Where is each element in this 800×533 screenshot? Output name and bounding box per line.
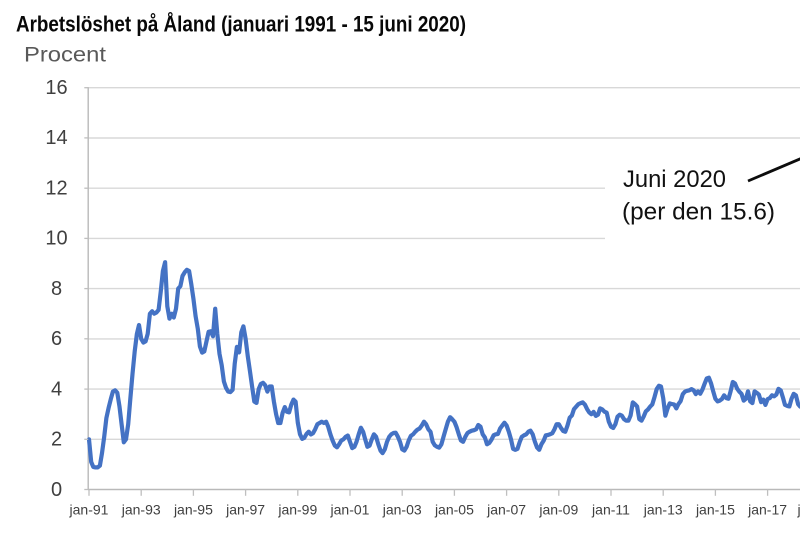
svg-text:14: 14 <box>45 127 67 149</box>
svg-text:jan-99: jan-99 <box>277 502 317 518</box>
svg-text:jan-15: jan-15 <box>695 502 735 518</box>
svg-text:jan-03: jan-03 <box>382 502 422 518</box>
svg-text:(per den 15.6): (per den 15.6) <box>622 199 775 226</box>
svg-text:jan-01: jan-01 <box>330 502 370 518</box>
svg-text:4: 4 <box>51 378 62 400</box>
svg-text:6: 6 <box>51 328 62 350</box>
svg-text:Juni 2020: Juni 2020 <box>623 166 726 193</box>
svg-text:0: 0 <box>51 479 62 501</box>
svg-text:Arbetslöshet på Åland (januari: Arbetslöshet på Åland (januari 1991 - 15… <box>16 11 466 37</box>
svg-text:jan-91: jan-91 <box>69 502 109 518</box>
svg-text:jan-11: jan-11 <box>591 502 630 518</box>
svg-text:Procent: Procent <box>24 43 106 67</box>
svg-text:jan-07: jan-07 <box>486 502 526 518</box>
svg-text:8: 8 <box>51 278 62 300</box>
svg-text:jan-17: jan-17 <box>747 502 787 518</box>
svg-text:jan-93: jan-93 <box>121 502 161 518</box>
svg-text:2: 2 <box>51 429 62 451</box>
svg-text:16: 16 <box>45 77 67 99</box>
svg-text:jan-97: jan-97 <box>225 502 265 518</box>
svg-text:jan-13: jan-13 <box>643 502 683 518</box>
svg-text:jan-19: jan-19 <box>797 502 800 518</box>
svg-text:jan-05: jan-05 <box>434 502 474 518</box>
svg-text:10: 10 <box>45 228 67 250</box>
svg-text:jan-95: jan-95 <box>173 502 213 518</box>
svg-text:12: 12 <box>45 178 67 200</box>
svg-text:jan-09: jan-09 <box>538 502 578 518</box>
